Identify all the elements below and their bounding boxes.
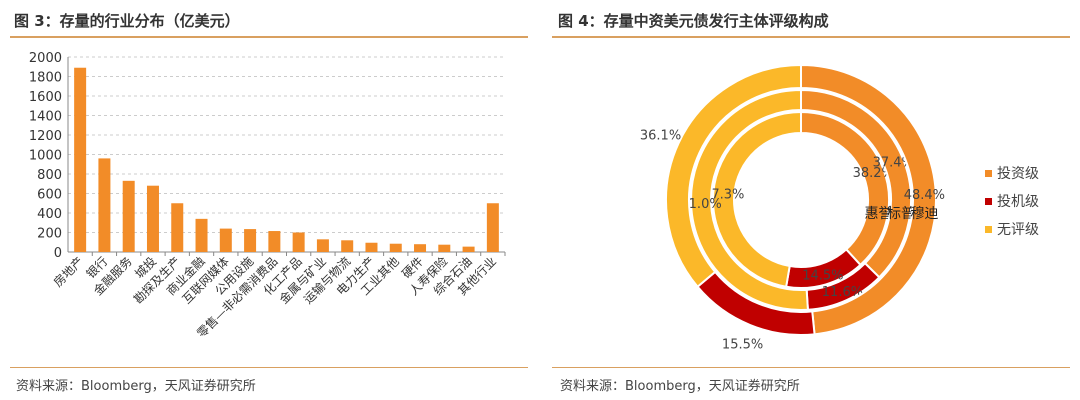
ring-name-label: 标普 <box>887 206 915 222</box>
bar <box>219 228 232 252</box>
right-source: 资料来源：Bloomberg，天风证券研究所 <box>560 379 800 394</box>
y-tick-label: 1400 <box>29 110 62 125</box>
legend-label: 投机级 <box>997 194 1039 210</box>
y-tick-label: 400 <box>37 207 62 222</box>
y-tick-label: 1800 <box>29 71 62 86</box>
y-tick-label: 0 <box>54 246 62 261</box>
bar <box>195 218 208 252</box>
bar <box>74 67 87 252</box>
slice-label: 11.6% <box>822 285 863 300</box>
donut-slice <box>711 110 802 288</box>
legend-swatch <box>985 170 992 177</box>
left-bottom-rule <box>10 367 528 368</box>
y-tick-label: 600 <box>37 188 62 203</box>
bar <box>486 203 499 252</box>
legend-label: 投资级 <box>997 166 1039 182</box>
legend-swatch <box>985 226 992 233</box>
right-bottom-rule <box>552 367 1070 368</box>
right-chart-title: 图 4：存量中资美元债发行主体评级构成 <box>558 12 829 30</box>
y-tick-label: 1600 <box>29 90 62 105</box>
slice-label: 47.3% <box>703 187 744 202</box>
donut-slice <box>690 88 809 311</box>
bar <box>414 244 427 252</box>
bar <box>171 203 184 252</box>
donut-slice <box>665 63 802 289</box>
legend-swatch <box>985 198 992 205</box>
slice-label: 38.2% <box>853 166 894 181</box>
bar <box>316 239 329 252</box>
bar <box>292 232 305 252</box>
slice-label: 48.4% <box>904 188 945 203</box>
bar <box>462 246 475 252</box>
bar <box>268 231 281 252</box>
y-tick-label: 200 <box>37 227 62 242</box>
legend-label: 无评级 <box>997 222 1039 238</box>
ring-name-label: 穆迪 <box>911 206 939 222</box>
bar <box>389 243 402 252</box>
slice-label: 15.5% <box>722 338 763 353</box>
slice-label: 37.4% <box>873 155 914 170</box>
bar <box>146 185 159 252</box>
bar <box>365 242 378 252</box>
y-tick-label: 2000 <box>29 51 62 66</box>
bar <box>122 180 135 252</box>
y-tick-label: 1200 <box>29 129 62 144</box>
slice-label: 36.1% <box>640 128 681 143</box>
left-top-rule <box>10 36 528 38</box>
bar <box>244 229 257 252</box>
y-tick-label: 1000 <box>29 149 62 164</box>
ring-name-label: 惠誉 <box>865 206 893 222</box>
bar <box>98 158 111 252</box>
left-source: 资料来源：Bloomberg，天风证券研究所 <box>16 379 256 394</box>
slice-label: 14.5% <box>802 268 843 283</box>
y-tick-label: 800 <box>37 168 62 183</box>
slice-label: 51.0% <box>680 197 721 212</box>
bar <box>341 240 354 252</box>
right-top-rule <box>552 36 1070 38</box>
left-chart-title: 图 3：存量的行业分布（亿美元） <box>14 12 240 30</box>
bar <box>438 244 451 252</box>
